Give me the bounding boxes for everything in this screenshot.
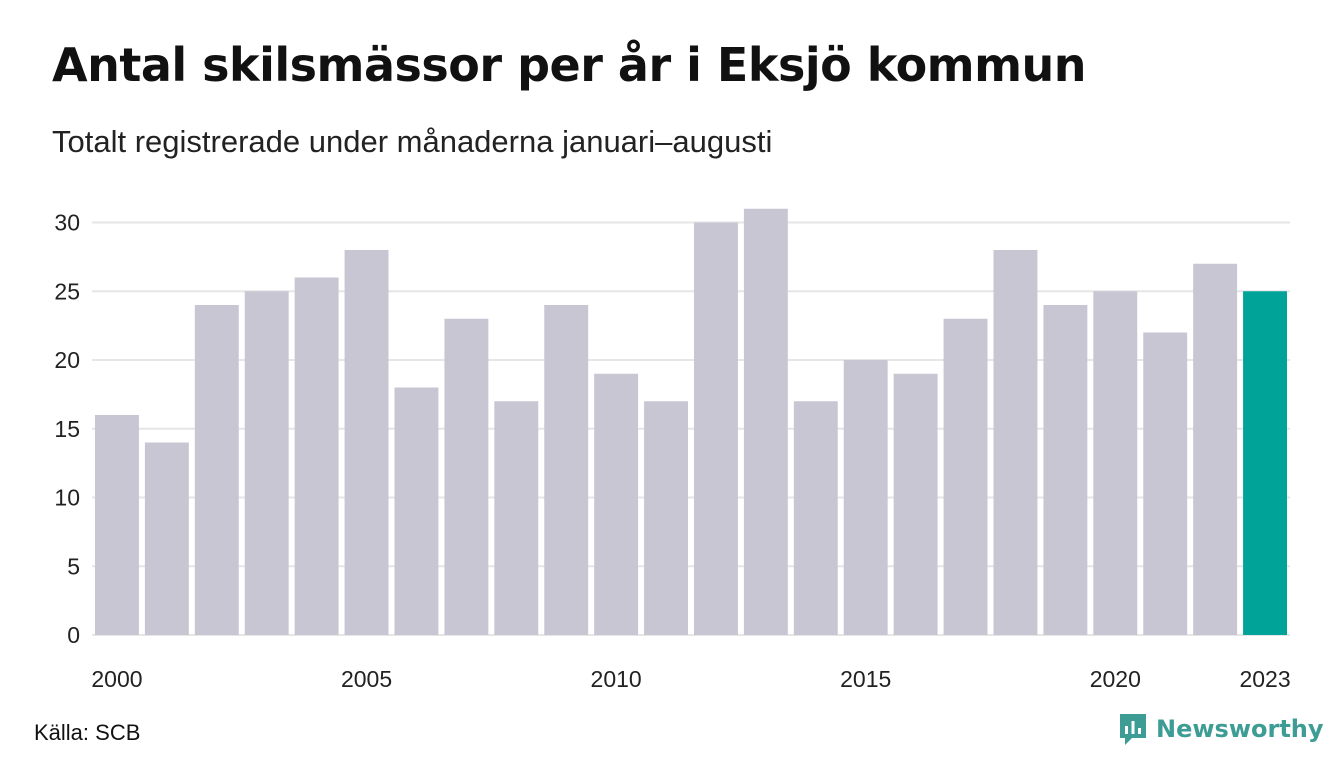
y-axis-ticks: 0 5 10 15 20 25 30: [54, 210, 80, 649]
x-tick-label: 2010: [591, 666, 642, 692]
y-tick-label: 15: [54, 416, 80, 442]
bar-2019: [1043, 305, 1088, 635]
bar-2001: [144, 442, 189, 635]
chart-title: Antal skilsmässor per år i Eksjö kommun: [52, 38, 1087, 92]
x-axis-ticks: 2000 2005 2010 2015 2020 2023: [91, 666, 1290, 692]
y-tick-label: 20: [54, 347, 80, 373]
bar-2021: [1143, 332, 1188, 635]
bar-2020: [1093, 291, 1138, 635]
x-tick-label: 2023: [1239, 666, 1290, 692]
bar-2005: [344, 250, 389, 635]
x-tick-label: 2015: [840, 666, 891, 692]
bar-2006: [394, 387, 439, 635]
bar-2009: [544, 305, 589, 635]
bar-2013: [743, 208, 788, 635]
brand-logo: Newsworthy: [1118, 712, 1324, 746]
bar-2007: [444, 318, 489, 635]
bar-2004: [294, 277, 339, 635]
y-tick-label: 30: [54, 210, 80, 236]
bar-2010: [594, 373, 639, 635]
x-tick-label: 2020: [1090, 666, 1141, 692]
y-tick-label: 10: [54, 485, 80, 511]
x-tick-label: 2000: [91, 666, 142, 692]
bar-2014: [793, 401, 838, 635]
x-tick-label: 2005: [341, 666, 392, 692]
bar-2016: [893, 373, 938, 635]
bar-2002: [194, 305, 239, 635]
y-tick-label: 0: [67, 622, 80, 648]
bar-chart: 0 5 10 15 20 25 30 2000 2005 2010 2015 2020 2023: [54, 208, 1291, 692]
gridlines: [92, 221, 1290, 636]
bars: [95, 208, 1287, 635]
chart-subtitle: Totalt registrerade under månaderna janu…: [52, 124, 773, 159]
bar-2022: [1193, 263, 1238, 635]
bar-2003: [244, 291, 289, 635]
bar-2018: [993, 250, 1038, 635]
newsworthy-logo-icon: [1120, 714, 1146, 745]
bar-2015: [843, 360, 888, 635]
bar-2011: [644, 401, 688, 635]
bar-2017: [943, 318, 988, 635]
y-tick-label: 25: [54, 278, 80, 304]
bar-2008: [494, 401, 539, 635]
source-label: Källa: SCB: [34, 720, 141, 745]
bar-2000: [95, 415, 139, 635]
brand-name: Newsworthy: [1156, 715, 1324, 743]
bar-2023: [1243, 291, 1287, 635]
bar-2012: [694, 222, 738, 635]
y-tick-label: 5: [67, 553, 80, 579]
